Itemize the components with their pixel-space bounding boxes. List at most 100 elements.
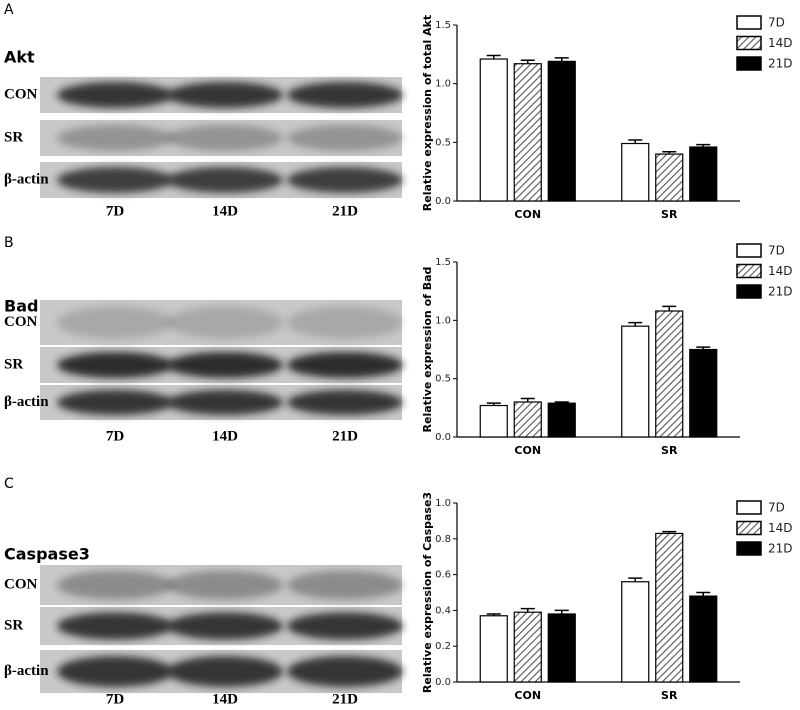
blot-band [287,306,403,339]
blot-row-label: CON [4,576,38,592]
bar [621,142,650,202]
legend-swatch [736,541,762,556]
bar [547,60,576,202]
error-bar [486,54,501,60]
blot-band [57,306,173,339]
bar [689,595,718,683]
bar [621,325,650,438]
lane-label: 7D [106,203,125,219]
blot-band [287,125,403,151]
bar [513,63,542,202]
bar [513,611,542,683]
bar [547,402,576,438]
legend-label: 7D [768,16,785,30]
blot-row-label: β-actin [4,663,49,679]
blot-band [167,82,283,108]
y-tick-label: 1.5 [435,20,451,31]
y-tick-label: 1.0 [435,498,451,509]
lane-label: 14D [212,428,238,444]
legend-swatch [736,500,762,515]
error-bar [520,397,535,402]
error-bar [486,613,501,616]
error-bar [696,591,711,597]
legend-label: 7D [768,244,785,258]
legend-label: 14D [768,264,793,278]
error-bar [520,607,535,613]
error-bar [696,143,711,148]
blot-band [287,570,403,600]
blot-band [287,656,403,687]
x-tick-label: CON [514,444,541,457]
y-axis-label: Relative expression of Caspase3 [421,492,434,693]
blot-band [57,82,173,108]
bar [513,401,542,438]
x-tick-label: SR [661,444,678,457]
blot-band [167,306,283,339]
lane-label: 21D [332,428,358,444]
legend-label: 21D [768,285,793,299]
x-tick-label: SR [661,208,678,221]
blot-band [167,389,283,416]
legend-label: 14D [768,36,793,50]
bar [547,613,576,683]
y-tick-label: 0.8 [435,534,451,545]
error-bar [554,609,569,614]
legend-label: 21D [768,542,793,556]
error-bar [554,401,569,404]
lane-label: 21D [332,203,358,219]
blot-row-label: SR [4,129,23,145]
y-tick-label: 0.6 [435,570,451,581]
bar [479,58,508,202]
blot-row-label: β-actin [4,394,49,410]
protein-name: Caspase3 [4,545,90,564]
blot-band [57,352,173,378]
error-bar [486,402,501,406]
lane-label: 21D [332,691,358,707]
panel-letter: B [4,235,14,251]
error-bar [628,321,643,327]
bar [621,581,650,683]
blot-band [167,352,283,378]
blot-band [167,125,283,151]
error-bar [662,305,677,311]
blot-row-label: CON [4,314,38,330]
blot-band [167,570,283,600]
blot-row-label: CON [4,86,38,102]
y-axis-label: Relative expression of Bad [421,267,434,433]
error-bar [628,139,643,144]
legend-swatch [736,284,762,299]
blot-band [287,352,403,378]
blot-band [287,612,403,640]
bar [655,153,684,202]
bar [689,146,718,202]
lane-label: 7D [106,691,125,707]
y-tick-label: 1.0 [435,315,451,326]
legend-swatch [736,15,762,30]
bar [655,310,684,438]
error-bar [696,346,711,350]
blot-row-label: β-actin [4,171,49,187]
y-tick-label: 0.4 [435,605,451,616]
legend-label: 7D [768,501,785,515]
legend-swatch [736,520,762,536]
bar [479,615,508,683]
y-tick-label: 0.5 [435,137,451,148]
x-tick-label: CON [514,689,541,702]
bar [479,404,508,438]
blot-band [167,656,283,687]
error-bar [554,57,569,62]
error-bar [662,150,677,155]
blot-band [287,389,403,416]
blot-band [57,612,173,640]
legend-swatch [736,263,762,279]
panel-letter: C [4,476,14,492]
lane-label: 7D [106,428,125,444]
blot-band [167,167,283,193]
blot-band [57,570,173,600]
error-bar [662,530,677,534]
y-tick-label: 1.5 [435,257,451,268]
lane-label: 14D [212,203,238,219]
legend-swatch [736,243,762,258]
blot-band [57,656,173,687]
